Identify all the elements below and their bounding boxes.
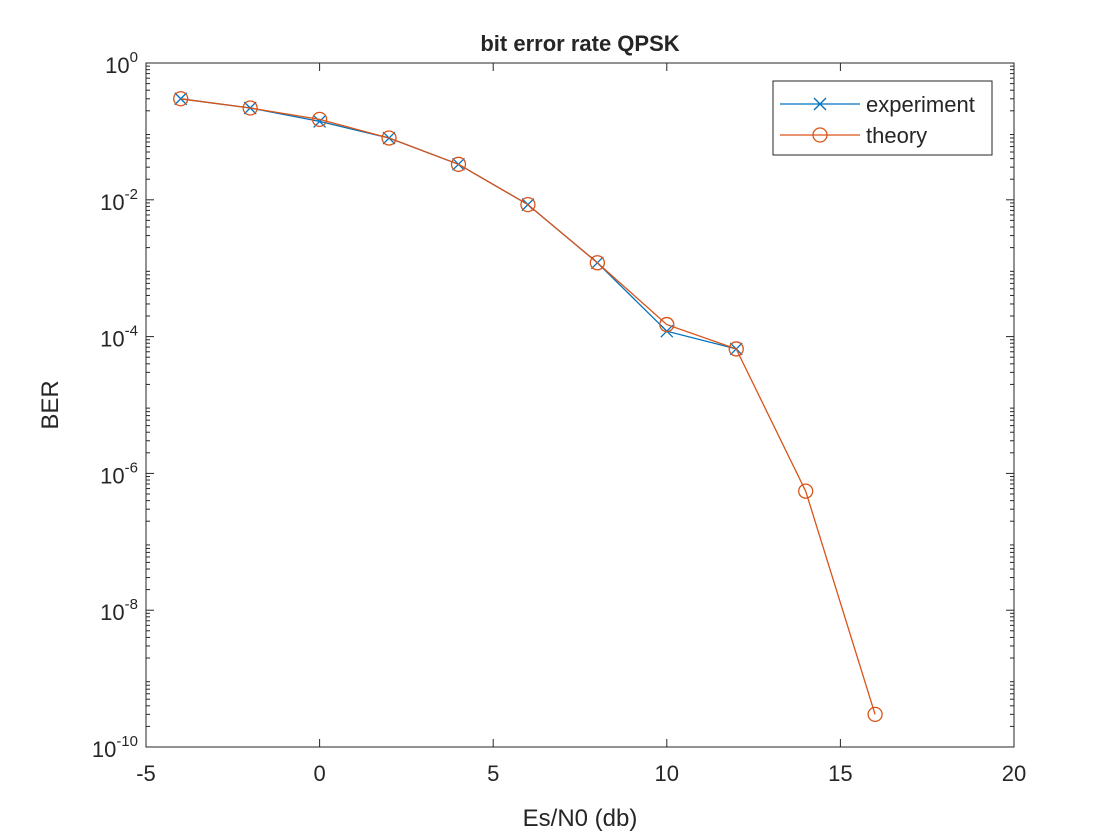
y-tick-label: 10-4 — [100, 323, 138, 352]
y-tick-label: 10-8 — [100, 596, 138, 625]
data-point-theory — [867, 706, 883, 723]
x-tick-label: 5 — [487, 761, 499, 786]
y-tick-label: 10-2 — [100, 186, 138, 215]
y-ticks: 10-10 10-8 10-6 10-4 10-2 100 — [92, 49, 1014, 762]
plot-series — [173, 91, 883, 723]
chart-title: bit error rate QPSK — [480, 31, 679, 56]
legend-entry-experiment: experiment — [780, 92, 975, 117]
data-point-theory — [659, 316, 675, 333]
data-point-theory — [798, 483, 814, 499]
y-tick-label: 10-10 — [92, 733, 138, 762]
y-axis-label: BER — [37, 380, 64, 429]
legend-marker — [812, 127, 828, 143]
data-point-theory — [311, 111, 328, 128]
x-tick-label: 0 — [313, 761, 325, 786]
series-theory — [173, 91, 883, 723]
x-axis-label: Es/N0 (db) — [523, 805, 638, 832]
y-tick-label: 10-6 — [100, 459, 138, 488]
data-point-theory — [173, 91, 189, 107]
data-point-theory — [242, 100, 258, 116]
data-point-theory — [589, 255, 606, 271]
data-point-theory — [381, 130, 397, 146]
y-minor-ticks — [146, 65, 1014, 727]
marker-stroke — [813, 97, 827, 111]
legend-marker — [813, 97, 827, 111]
x-tick-label: 20 — [1002, 761, 1026, 786]
data-point-theory — [728, 341, 744, 357]
legend-label: theory — [866, 123, 927, 148]
data-point-theory — [520, 196, 536, 213]
series-line-theory — [180, 98, 876, 715]
axes-box — [145, 62, 1015, 748]
legend-items: experiment theory — [780, 92, 975, 148]
data-point-theory — [450, 156, 467, 172]
x-tick-label: 15 — [828, 761, 852, 786]
legend-box — [772, 80, 993, 156]
x-ticks: -5 0 5 10 15 20 — [136, 63, 1026, 786]
x-tick-label: -5 — [136, 761, 156, 786]
legend-label: experiment — [866, 92, 975, 117]
axes: -5 0 5 10 15 20 10-10 10-8 10-6 10-4 10-2 100 — [92, 49, 1026, 786]
y-tick-label: 100 — [105, 49, 138, 78]
x-tick-label: 10 — [655, 761, 679, 786]
legend: experiment theory — [772, 80, 993, 156]
legend-entry-theory: theory — [780, 123, 927, 148]
